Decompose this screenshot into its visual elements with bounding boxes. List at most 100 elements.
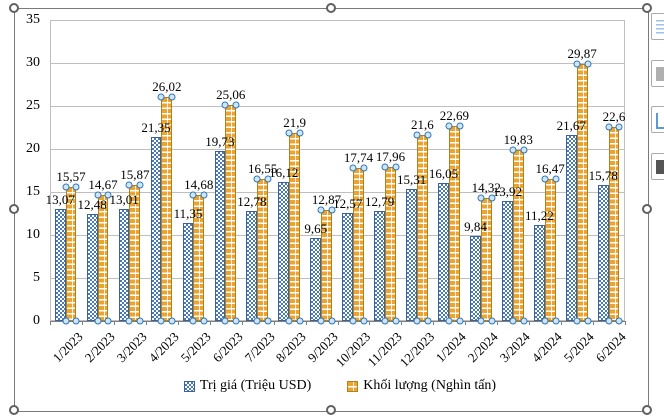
bar-tri-gia-5/2023[interactable] (182, 223, 194, 321)
data-point-handle[interactable] (615, 123, 623, 131)
bar-tri-gia-1/2024[interactable] (438, 182, 449, 321)
bar-khoi-luong-6/2023[interactable] (225, 105, 237, 321)
bar-tri-gia-11/2023[interactable] (374, 211, 386, 321)
selection-handle[interactable] (9, 3, 19, 13)
bar-tri-gia-4/2023[interactable] (150, 137, 162, 321)
data-point-handle[interactable] (125, 317, 133, 325)
bar-khoi-luong-10/2023[interactable] (353, 168, 364, 321)
data-point-handle[interactable] (221, 101, 229, 109)
bar-khoi-luong-6/2024[interactable] (608, 126, 620, 321)
data-point-handle[interactable] (94, 191, 102, 199)
bar-khoi-luong-1/2024[interactable] (448, 125, 460, 321)
data-point-handle[interactable] (413, 131, 421, 139)
bar-khoi-luong-8/2023[interactable] (289, 132, 300, 321)
legend-item-tri-gia[interactable]: Trị giá (Triệu USD) (183, 378, 311, 394)
data-point-handle[interactable] (136, 181, 144, 189)
data-point-handle[interactable] (488, 317, 496, 325)
data-point-handle[interactable] (104, 191, 112, 199)
data-point-handle[interactable] (615, 317, 623, 325)
data-point-handle[interactable] (157, 93, 165, 101)
data-point-handle[interactable] (349, 317, 357, 325)
selection-handle[interactable] (642, 204, 652, 214)
data-point-handle[interactable] (360, 317, 368, 325)
data-point-handle[interactable] (264, 175, 272, 183)
bar-khoi-luong-7/2023[interactable] (257, 178, 269, 321)
bar-khoi-luong-1/2023[interactable] (65, 187, 77, 321)
bar-tri-gia-2/2023[interactable] (86, 213, 98, 321)
data-point-handle[interactable] (488, 194, 496, 202)
data-point-handle[interactable] (317, 206, 325, 214)
data-point-handle[interactable] (605, 123, 613, 131)
bar-khoi-luong-2/2023[interactable] (97, 194, 109, 321)
selection-handle[interactable] (642, 405, 652, 415)
data-point-handle[interactable] (125, 181, 133, 189)
data-point-handle[interactable] (328, 206, 336, 214)
data-point-handle[interactable] (136, 317, 144, 325)
selection-handle[interactable] (9, 405, 19, 415)
data-point-handle[interactable] (285, 129, 293, 137)
data-point-handle[interactable] (296, 317, 304, 325)
bar-tri-gia-6/2024[interactable] (597, 185, 609, 321)
data-point-handle[interactable] (605, 317, 613, 325)
data-point-handle[interactable] (392, 317, 400, 325)
data-point-handle[interactable] (456, 317, 464, 325)
data-point-handle[interactable] (520, 317, 528, 325)
data-point-handle[interactable] (584, 317, 591, 325)
data-point-handle[interactable] (72, 317, 80, 325)
bar-khoi-luong-5/2023[interactable] (193, 194, 205, 321)
legend-item-khoi-luong[interactable]: Khối lượng (Nghìn tấn) (347, 378, 496, 394)
data-point-handle[interactable] (189, 191, 197, 199)
data-point-handle[interactable] (104, 317, 112, 325)
data-point-handle[interactable] (381, 163, 389, 171)
chart-elements-button[interactable] (651, 59, 664, 87)
data-point-handle[interactable] (221, 317, 229, 325)
data-point-handle[interactable] (253, 175, 261, 183)
data-point-handle[interactable] (94, 317, 102, 325)
data-point-handle[interactable] (72, 183, 80, 191)
bar-tri-gia-3/2023[interactable] (118, 209, 130, 321)
data-point-handle[interactable] (62, 183, 70, 191)
data-point-handle[interactable] (573, 60, 581, 68)
bar-khoi-luong-2/2024[interactable] (480, 197, 492, 321)
data-point-handle[interactable] (328, 317, 336, 325)
data-point-handle[interactable] (424, 317, 432, 325)
chart-filters-button[interactable] (651, 152, 664, 180)
chart-styles-button[interactable] (651, 106, 664, 133)
data-point-handle[interactable] (413, 317, 421, 325)
bar-tri-gia-10/2023[interactable] (342, 212, 354, 321)
data-point-handle[interactable] (392, 163, 400, 171)
selection-handle[interactable] (325, 405, 336, 415)
bar-khoi-luong-5/2024[interactable] (576, 64, 588, 321)
bar-tri-gia-1/2023[interactable] (54, 208, 66, 321)
data-point-handle[interactable] (477, 194, 485, 202)
data-point-handle[interactable] (541, 175, 549, 183)
data-point-handle[interactable] (232, 101, 240, 109)
data-point-handle[interactable] (200, 191, 208, 199)
bar-tri-gia-2/2024[interactable] (470, 236, 481, 321)
data-point-handle[interactable] (157, 317, 165, 325)
bar-khoi-luong-3/2024[interactable] (512, 150, 524, 321)
bar-tri-gia-6/2023[interactable] (214, 151, 226, 321)
data-point-handle[interactable] (168, 93, 176, 101)
bar-tri-gia-12/2023[interactable] (406, 189, 417, 321)
data-point-handle[interactable] (424, 131, 432, 139)
data-point-handle[interactable] (189, 317, 197, 325)
layout-options-button[interactable] (651, 13, 664, 40)
bar-tri-gia-4/2024[interactable] (533, 224, 545, 321)
data-point-handle[interactable] (445, 317, 453, 325)
data-point-handle[interactable] (253, 317, 261, 325)
data-point-handle[interactable] (509, 146, 517, 154)
data-point-handle[interactable] (381, 317, 389, 325)
data-point-handle[interactable] (456, 122, 464, 130)
bar-tri-gia-3/2024[interactable] (502, 201, 513, 321)
data-point-handle[interactable] (232, 317, 240, 325)
selection-handle[interactable] (642, 3, 652, 13)
data-point-handle[interactable] (296, 129, 304, 137)
bar-tri-gia-9/2023[interactable] (310, 238, 322, 321)
data-point-handle[interactable] (520, 146, 528, 154)
data-point-handle[interactable] (541, 317, 549, 325)
data-point-handle[interactable] (509, 317, 517, 325)
data-point-handle[interactable] (584, 60, 591, 68)
data-point-handle[interactable] (285, 317, 293, 325)
data-point-handle[interactable] (200, 317, 208, 325)
